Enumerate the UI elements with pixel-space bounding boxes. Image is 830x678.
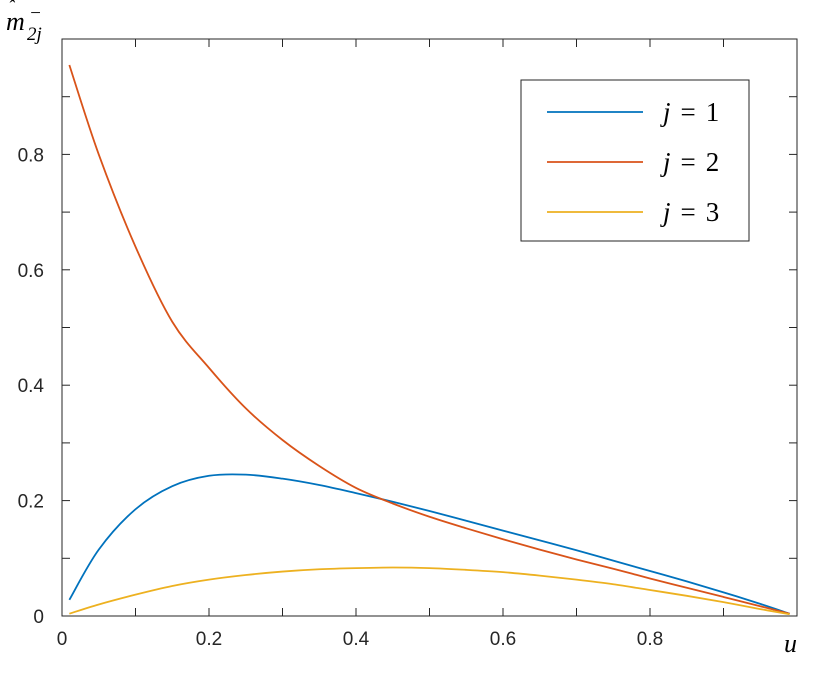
y-tick-label: 0.6 [18,261,44,282]
plot-box [61,38,798,617]
y-axis-label-sup: − [29,3,42,24]
x-tick-label: 0.2 [196,629,222,650]
series-line-2 [68,64,790,615]
legend-box [520,79,750,242]
x-axis-label: u [784,629,797,658]
legend-label-1: j = 1 [660,97,719,127]
x-tick-label: 0.6 [490,629,516,650]
y-axis-label: m ˆ − 2j [6,0,42,45]
x-tick-label: 0.8 [637,629,663,650]
x-tick-label: 0.4 [343,629,370,650]
y-axis-label-sub: 2j [27,24,42,45]
y-axis-label-base: m [6,7,25,36]
legend-label-2: j = 2 [660,147,719,177]
y-tick-label: 0.8 [18,145,44,166]
y-tick-label: 0.2 [18,492,44,513]
legend-label-3: j = 3 [660,197,719,227]
x-tick-label: 0 [57,629,68,650]
legend: j = 1 j = 2 j = 3 [520,79,750,242]
series-line-3 [69,566,790,616]
y-axis-label-hat: ˆ [8,0,16,18]
y-tick-label: 0 [33,607,44,628]
series-line-1 [68,473,790,615]
y-tick-label: 0.4 [18,376,45,397]
tick-labels: 0 0.2 0.4 0.6 0.8 0 0.2 0.4 0.6 0.8 [18,145,664,650]
series-lines [68,64,790,616]
